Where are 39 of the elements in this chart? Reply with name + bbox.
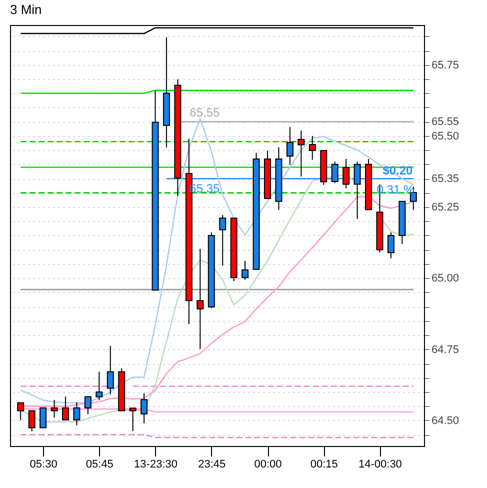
candlestick — [308, 135, 316, 160]
candlestick — [286, 126, 294, 166]
candlestick — [354, 161, 361, 220]
y-tick-label: 65.55 — [432, 116, 460, 128]
candlestick — [387, 232, 394, 259]
candlestick — [73, 402, 80, 426]
candlestick — [40, 407, 47, 428]
candlestick — [331, 161, 338, 184]
annotation: $0.20 — [382, 164, 414, 178]
x-tick-label: 13-23:30 — [134, 458, 178, 470]
candlestick — [129, 408, 136, 432]
candlestick — [196, 248, 204, 350]
x-tick-label: 23:45 — [198, 458, 226, 470]
y-tick-label: 65.75 — [432, 59, 460, 72]
y-tick-label: 64.75 — [432, 344, 460, 356]
y-tick-label: 64.50 — [432, 414, 460, 427]
y-tick-label: 65.00 — [432, 272, 460, 285]
candlestick — [342, 158, 350, 189]
candlestick — [50, 399, 58, 418]
candlestick — [219, 214, 226, 266]
x-tick-label: 00:00 — [254, 458, 282, 470]
candlestick — [140, 392, 148, 424]
x-tick-label: 14-00:30 — [358, 458, 402, 470]
x-tick-label: 00:15 — [310, 458, 338, 470]
x-tick-label: 05:45 — [86, 458, 114, 470]
annotation: 65.55 — [190, 106, 220, 120]
candlestick — [28, 410, 36, 432]
candlestick — [84, 396, 92, 415]
candlestick — [96, 371, 103, 401]
candlestick — [242, 260, 249, 280]
candlestick — [106, 345, 114, 396]
y-tick-label: 65.50 — [432, 130, 460, 142]
candlestick — [298, 130, 305, 178]
y-tick-label: 65.35 — [432, 173, 460, 186]
chart-title: 3 Min — [10, 2, 42, 17]
candlestick — [62, 396, 69, 420]
x-tick-label: 05:30 — [30, 458, 58, 470]
y-tick-label: 65.25 — [432, 202, 460, 214]
candlestick — [17, 402, 24, 421]
